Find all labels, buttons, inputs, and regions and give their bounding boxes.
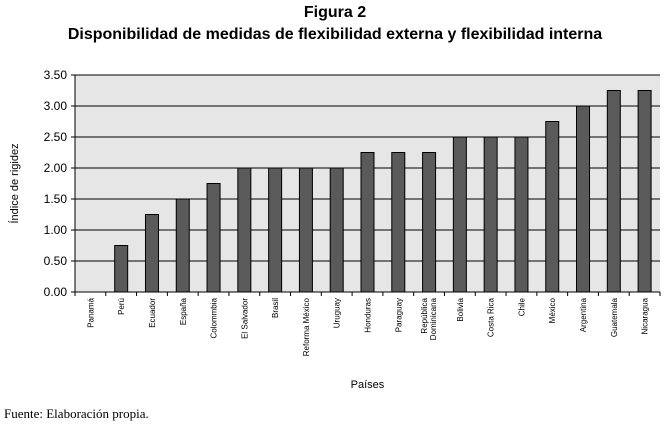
svg-text:Ecuador: Ecuador <box>148 298 157 328</box>
x-tick-label: Costa Rica <box>487 297 496 337</box>
figure-title: Figura 2 <box>303 4 367 21</box>
y-tick-label: 0.50 <box>44 254 68 268</box>
bar <box>268 167 283 293</box>
bar <box>545 121 560 293</box>
bar <box>452 136 467 293</box>
x-tick-label: Argentina <box>579 297 588 332</box>
svg-text:México: México <box>548 297 557 323</box>
x-tick-label: Ecuador <box>148 298 157 328</box>
bar <box>298 167 313 293</box>
y-tick-label: 1.50 <box>44 192 68 206</box>
x-tick-label: Reforma México <box>302 297 311 356</box>
bar <box>175 198 190 293</box>
x-tick-label: España <box>179 297 188 325</box>
x-tick-label: Colommbia <box>210 297 219 338</box>
svg-text:Costa Rica: Costa Rica <box>487 297 496 337</box>
svg-text:El Salvador: El Salvador <box>240 298 249 339</box>
bar <box>360 152 375 293</box>
x-tick-labels: Panamá Perú Ecuador España Colommbia El Salva… <box>86 297 649 356</box>
x-tick-label: Guatemala <box>610 297 619 337</box>
x-tick-label: Perú <box>117 298 126 315</box>
y-tick-label: 3.00 <box>44 99 68 113</box>
x-tick-label: Brasil <box>271 298 280 318</box>
y-tick-label: 2.00 <box>44 161 68 175</box>
source-note: Fuente: Elaboración propia. <box>4 406 149 421</box>
y-tick-labels: 0.00 0.50 1.00 1.50 2.00 2.50 3.00 3.50 <box>44 68 68 299</box>
svg-text:República: República <box>420 297 429 333</box>
bar <box>514 136 529 293</box>
bar <box>237 167 252 293</box>
svg-text:Panamá: Panamá <box>86 297 95 327</box>
x-tick-label: El Salvador <box>240 298 249 339</box>
bar <box>483 136 498 293</box>
svg-text:Perú: Perú <box>117 298 126 315</box>
svg-text:Argentina: Argentina <box>579 297 588 332</box>
y-tick-label: 2.50 <box>44 130 68 144</box>
svg-text:Paraguay: Paraguay <box>394 298 403 332</box>
svg-text:Brasil: Brasil <box>271 298 280 318</box>
bar <box>114 245 129 293</box>
bar <box>144 214 159 293</box>
svg-text:Guatemala: Guatemala <box>610 297 619 337</box>
svg-text:España: España <box>179 297 188 325</box>
x-tick-label: México <box>548 297 557 323</box>
svg-text:Chile: Chile <box>517 297 526 316</box>
svg-text:Uruguay: Uruguay <box>333 298 342 328</box>
y-axis-label: Índice de rigidez <box>8 143 21 223</box>
x-tick-label: Honduras <box>364 298 373 333</box>
figure-subtitle: Disponibilidad de medidas de flexibilida… <box>67 26 603 43</box>
axes <box>74 75 661 296</box>
svg-text:Reforma México: Reforma México <box>302 297 311 356</box>
bar <box>606 90 621 293</box>
x-axis-label: Países <box>351 379 385 391</box>
y-tick-label: 1.00 <box>44 223 68 237</box>
bars <box>114 90 652 293</box>
x-tick-label: Chile <box>517 297 526 316</box>
x-tick-label: Paraguay <box>394 298 403 332</box>
bar <box>422 152 437 293</box>
y-tick-label: 0.00 <box>44 285 68 299</box>
x-tick-label: Panamá <box>86 297 95 327</box>
svg-text:Bolivia: Bolivia <box>456 297 465 321</box>
svg-text:Colommbia: Colommbia <box>210 297 219 338</box>
x-tick-label: República Dominicana <box>420 297 438 340</box>
bar <box>391 152 406 293</box>
x-tick-label: Nicaragua <box>641 297 650 334</box>
bar <box>329 167 344 293</box>
bar <box>576 105 591 293</box>
bar <box>637 90 652 293</box>
svg-text:Honduras: Honduras <box>364 298 373 333</box>
x-tick-label: Bolivia <box>456 297 465 321</box>
bar <box>206 183 221 293</box>
svg-text:Dominicana: Dominicana <box>429 297 438 340</box>
x-tick-label: Uruguay <box>333 298 342 328</box>
y-tick-label: 3.50 <box>44 68 68 82</box>
svg-text:Nicaragua: Nicaragua <box>641 297 650 334</box>
